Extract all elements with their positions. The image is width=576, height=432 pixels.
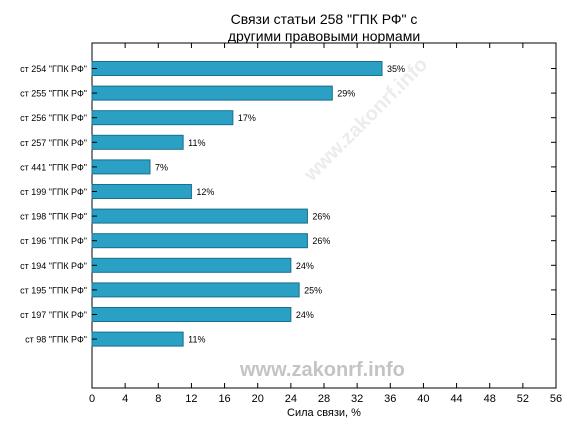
y-tick-label: ст 196 "ГПК РФ" <box>20 236 87 246</box>
bar-value-label: 12% <box>196 187 214 197</box>
bar-value-label: 11% <box>188 138 205 148</box>
x-tick-label: 28 <box>318 393 330 405</box>
bar-value-label: 25% <box>304 285 322 295</box>
site-watermark: www.zakonrf.info <box>240 359 405 381</box>
x-tick-label: 52 <box>517 393 529 405</box>
x-tick-label: 24 <box>285 393 297 405</box>
y-tick-label: ст 194 "ГПК РФ" <box>20 261 87 271</box>
bar <box>91 331 184 347</box>
y-tick-label: ст 255 "ГПК РФ" <box>20 89 87 99</box>
chart-title-line-2: другими правовыми нормами <box>227 28 421 44</box>
x-tick-label: 16 <box>218 393 230 405</box>
x-tick-label: 20 <box>252 393 264 405</box>
bar-value-label: 11% <box>188 335 205 345</box>
x-tick-label: 56 <box>550 393 562 405</box>
bar <box>91 233 308 249</box>
y-tick-label: ст 441 "ГПК РФ" <box>20 162 87 172</box>
bar <box>91 307 292 322</box>
bar-value-label: 24% <box>296 261 314 271</box>
x-tick-label: 44 <box>450 393 462 405</box>
chart-title: Связи статьи 258 "ГПК РФ" с другими прав… <box>92 11 556 45</box>
y-tick-label: ст 197 "ГПК РФ" <box>20 310 87 320</box>
y-tick-label: ст 256 "ГПК РФ" <box>20 113 87 123</box>
x-tick-label: 4 <box>122 393 128 405</box>
y-axis: ст 254 "ГПК РФ" ст 255 "ГПК РФ" ст 256 "ГП… <box>20 64 556 345</box>
bar <box>91 282 300 298</box>
x-axis: 0 4 8 12 16 20 24 28 32 36 40 44 48 52 56 <box>89 43 562 405</box>
y-tick-label: ст 257 "ГПК РФ" <box>20 138 87 148</box>
y-tick-label: ст 195 "ГПК РФ" <box>20 285 87 295</box>
x-tick-label: 36 <box>384 393 396 405</box>
bar-value-label: 26% <box>312 212 330 222</box>
bar <box>91 208 308 224</box>
bar <box>91 159 151 175</box>
bar-value-label: 29% <box>337 89 355 99</box>
bar-value-label: 26% <box>312 236 330 246</box>
bar-value-label: 17% <box>238 113 256 123</box>
x-tick-label: 8 <box>155 393 161 405</box>
bar <box>91 184 192 199</box>
bar <box>91 85 333 101</box>
x-tick-label: 48 <box>484 393 496 405</box>
y-tick-label: ст 199 "ГПК РФ" <box>20 187 87 197</box>
bar <box>91 61 383 76</box>
x-tick-label: 0 <box>89 393 95 405</box>
bar <box>91 257 292 273</box>
bar <box>91 134 184 150</box>
bar-value-label: 24% <box>296 310 314 320</box>
x-tick-label: 32 <box>351 393 363 405</box>
y-tick-label: ст 254 "ГПК РФ" <box>20 64 87 74</box>
x-tick-label: 12 <box>185 393 197 405</box>
bar-value-label: 35% <box>387 64 405 74</box>
bar <box>91 110 234 126</box>
x-tick-label: 40 <box>417 393 429 405</box>
bar-value-label: 7% <box>155 162 168 172</box>
x-axis-label: Сила связи, % <box>287 407 361 419</box>
y-tick-label: ст 98 "ГПК РФ" <box>25 335 87 345</box>
chart-title-line-1: Связи статьи 258 "ГПК РФ" с <box>230 11 418 27</box>
y-tick-label: ст 198 "ГПК РФ" <box>20 212 87 222</box>
